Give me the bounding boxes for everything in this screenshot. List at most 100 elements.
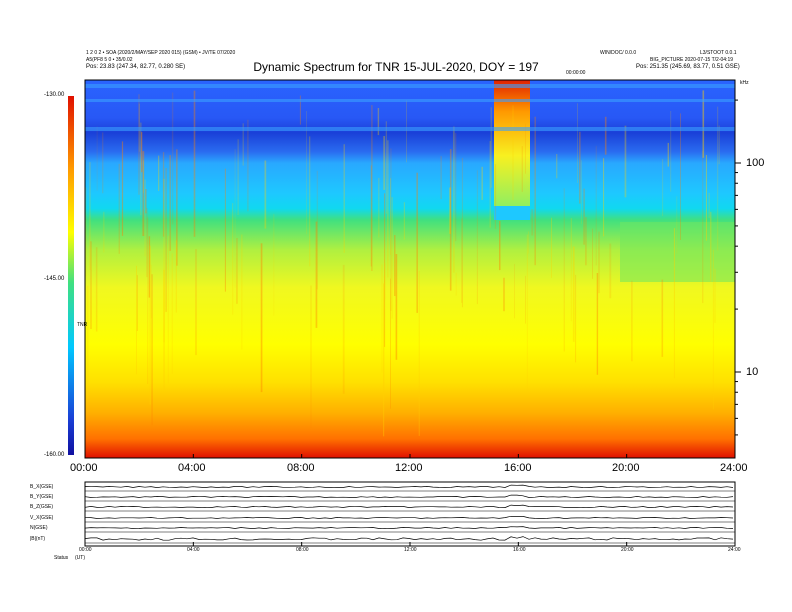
spectral-streak xyxy=(551,217,552,278)
top-band xyxy=(85,84,735,88)
spectrogram-panel xyxy=(84,79,736,459)
top-axis-label: 00:00:00 xyxy=(566,70,586,76)
spectral-streak xyxy=(95,247,98,332)
burst-event xyxy=(494,80,530,206)
spectral-streak xyxy=(140,122,142,216)
spectral-streak xyxy=(383,136,385,190)
spectral-streak xyxy=(661,279,664,357)
spectral-streak xyxy=(595,145,597,266)
spectral-streak xyxy=(247,119,249,212)
spectral-streak xyxy=(440,156,442,200)
spectral-streak xyxy=(525,275,526,324)
spectral-streak xyxy=(662,158,664,217)
spectral-streak xyxy=(103,211,105,253)
spectral-streak xyxy=(717,106,719,251)
chart-title: Dynamic Spectrum for TNR 15-JUL-2020, DO… xyxy=(253,60,539,74)
colorbar-tick-top: -130.00 xyxy=(44,92,65,98)
spectral-streak xyxy=(718,125,720,165)
mini-x-tick-label: 16:00 xyxy=(513,547,526,553)
spectral-streak xyxy=(306,111,307,235)
spectral-streak xyxy=(453,126,455,273)
spectral-streak xyxy=(712,249,714,410)
spectral-streak xyxy=(142,151,145,236)
spectral-streak xyxy=(162,152,165,237)
x-tick-label: 20:00 xyxy=(612,462,640,474)
spectral-streak xyxy=(461,158,463,308)
spectral-streak xyxy=(158,155,160,191)
spectral-streak xyxy=(631,280,633,362)
spectral-streak xyxy=(583,188,585,245)
top-band xyxy=(85,127,735,131)
colorbar xyxy=(68,96,74,455)
spectral-streak xyxy=(299,95,301,125)
header-right-line-1: WIN/DOC/ 0.0.0 xyxy=(600,50,637,56)
spectral-streak xyxy=(241,234,243,350)
spectral-streak xyxy=(624,125,627,198)
spectral-streak xyxy=(242,123,244,166)
spectral-streak xyxy=(390,178,391,255)
spectral-streak xyxy=(85,187,87,277)
mini-x-tick-label: 08:00 xyxy=(296,547,309,553)
spectral-streak xyxy=(167,235,169,384)
spectral-streak xyxy=(176,149,178,266)
spectral-streak xyxy=(150,264,152,319)
spectral-streak xyxy=(383,275,385,395)
spectral-streak xyxy=(96,126,98,191)
spectral-streak xyxy=(572,246,575,342)
spectral-streak xyxy=(596,273,599,375)
spectral-streak xyxy=(673,228,675,379)
spectral-streak xyxy=(512,105,514,201)
top-right-unit: kHz xyxy=(740,80,749,86)
spectral-streak xyxy=(514,263,515,319)
spectral-streak xyxy=(384,263,386,300)
panel-label: B_Y(GSE) xyxy=(30,494,54,500)
spectral-streak xyxy=(403,202,405,240)
spectral-streak xyxy=(705,155,707,241)
spectral-streak xyxy=(598,231,600,294)
spectral-streak xyxy=(236,238,238,304)
spectral-streak xyxy=(592,228,593,279)
spectral-streak xyxy=(370,165,372,267)
y-tick-label: 100 xyxy=(746,157,765,169)
spectral-streak xyxy=(384,193,386,347)
spectral-streak xyxy=(378,177,380,238)
x-tick-label: 04:00 xyxy=(178,462,206,474)
spectral-streak xyxy=(149,245,151,405)
panel-label: |B|(nT) xyxy=(30,536,46,542)
colorbar-tick-mid: -145.00 xyxy=(44,276,65,282)
spectral-streak xyxy=(461,218,463,303)
spectral-streak xyxy=(118,163,120,254)
spectral-streak xyxy=(603,158,605,237)
header-right-far: L3/STOOT 0.0.1 xyxy=(700,50,737,56)
spectral-streak xyxy=(310,285,312,428)
x-tick-label: 08:00 xyxy=(287,462,315,474)
spectral-streak xyxy=(406,100,407,163)
spectral-streak xyxy=(163,269,165,390)
spectral-streak xyxy=(708,192,710,219)
top-band xyxy=(85,99,735,102)
spectral-streak xyxy=(136,275,138,331)
spectral-streak xyxy=(526,234,528,392)
y-tick-label: 10 xyxy=(746,366,759,378)
spectral-streak xyxy=(387,140,389,278)
spectral-streak xyxy=(416,172,418,313)
spectral-streak xyxy=(151,274,153,426)
spectral-streak xyxy=(391,197,393,319)
spectral-streak xyxy=(680,113,681,240)
spectral-streak xyxy=(604,116,607,155)
colorbar-tick-bottom: -160.00 xyxy=(44,452,65,458)
spectral-streak xyxy=(232,203,234,315)
spectral-streak xyxy=(171,92,174,225)
parameter-trace xyxy=(84,515,734,519)
y-axis-ticks xyxy=(735,99,741,436)
x-tick-label: 12:00 xyxy=(395,462,423,474)
spectral-streak xyxy=(316,170,318,290)
spectral-streak xyxy=(138,94,140,195)
spectral-streak xyxy=(87,285,89,400)
spectral-streak xyxy=(90,241,92,329)
spectral-streak xyxy=(503,277,505,312)
spectral-streak xyxy=(667,142,669,167)
parameter-panels xyxy=(84,481,736,547)
spectral-streak xyxy=(481,166,483,200)
